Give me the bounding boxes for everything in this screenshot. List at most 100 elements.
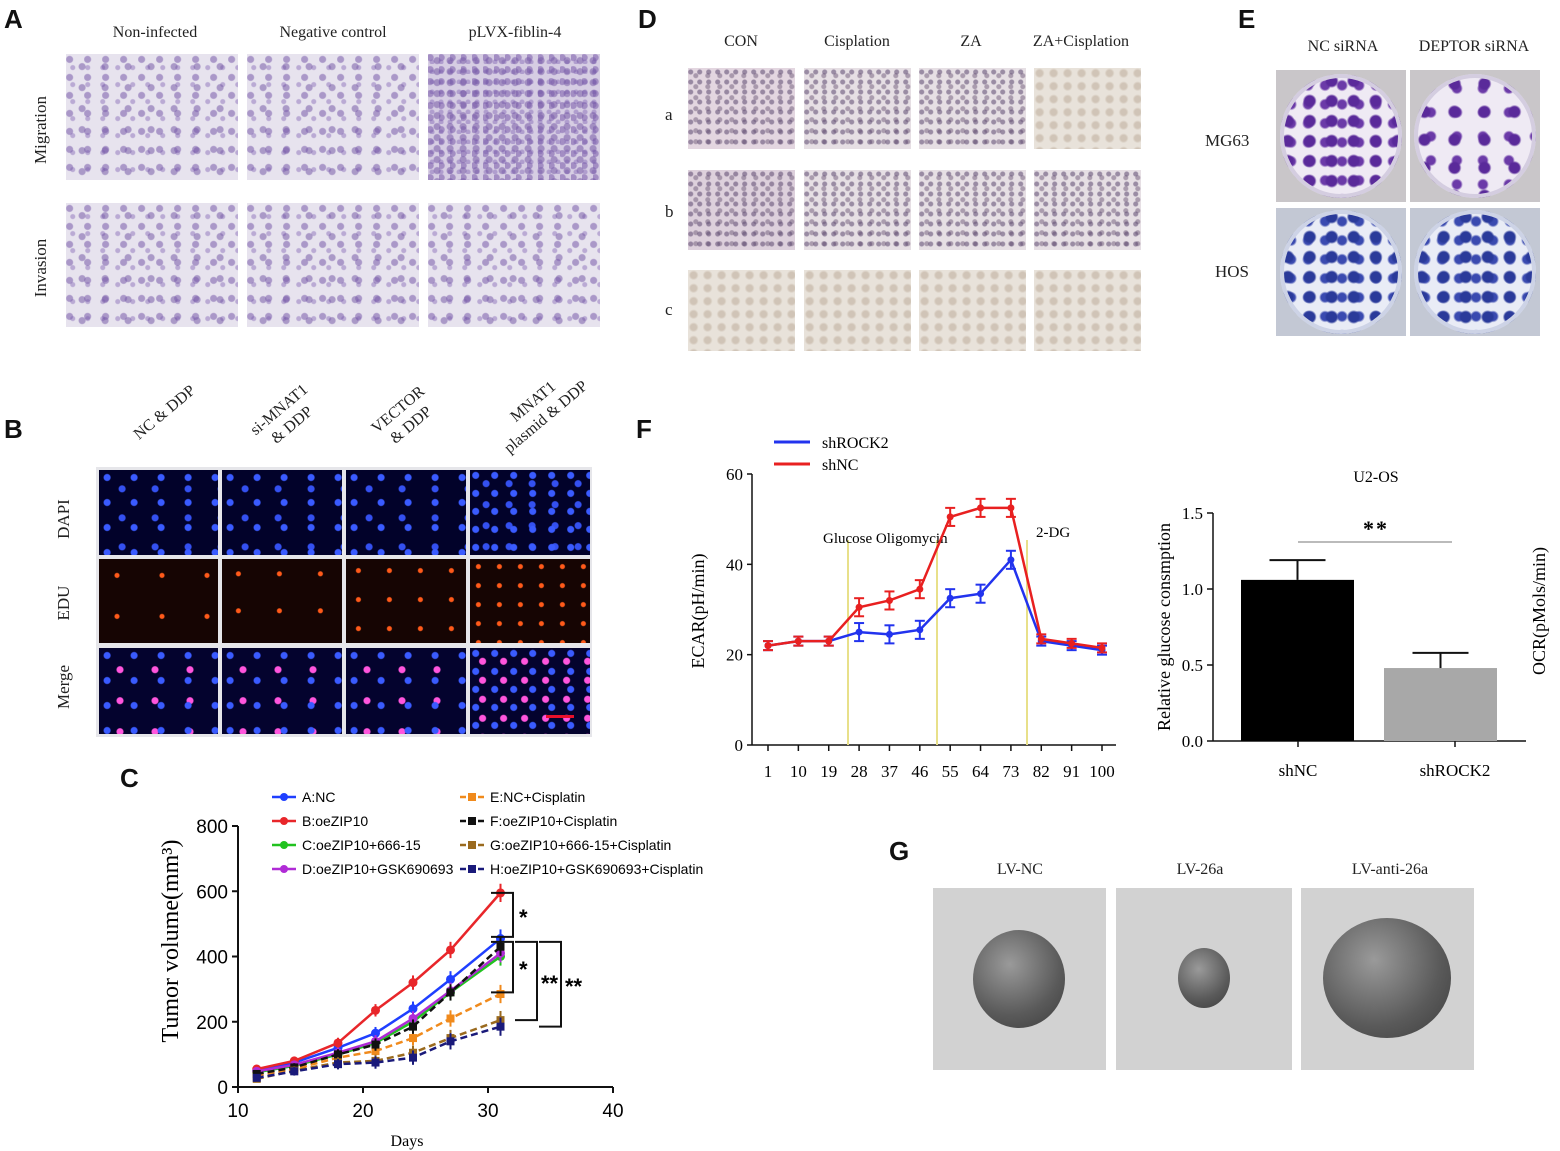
data-point	[1068, 639, 1076, 647]
micrograph	[1034, 170, 1141, 250]
data-point	[446, 1014, 455, 1023]
data-point	[371, 1058, 380, 1067]
legend-marker	[468, 817, 476, 825]
data-point	[371, 1047, 380, 1056]
data-point	[334, 1060, 342, 1069]
legend-label: shROCK2	[822, 435, 889, 452]
fluorescence-image	[99, 559, 218, 643]
fluorescence-image	[346, 470, 466, 555]
legend-label: C:oeZIP10+666-15	[302, 837, 421, 853]
micrograph	[919, 170, 1026, 250]
y-tick-label: 0.0	[1182, 732, 1203, 751]
panel-label-d: D	[638, 4, 657, 34]
panel-label-c: C	[120, 763, 139, 793]
x-tick-label: 91	[1063, 762, 1080, 781]
data-point	[446, 974, 455, 984]
legend-marker	[280, 793, 288, 801]
panel-a-column-header: pLVX-fiblin-4	[468, 24, 562, 41]
data-point	[408, 1013, 418, 1023]
scale-bar	[546, 715, 574, 718]
panel-label-f: F	[636, 414, 652, 444]
panel-d-column-header: CON	[724, 33, 758, 50]
data-point	[408, 1004, 418, 1014]
y-tick-label: 800	[196, 817, 228, 838]
y-axis-label: ECAR(pH/min)	[688, 553, 709, 668]
legend-marker	[468, 865, 476, 873]
data-point	[1007, 504, 1015, 512]
panel-label-a: A	[4, 4, 23, 34]
y-tick-label: 60	[726, 465, 743, 484]
data-point	[977, 504, 985, 512]
fluorescence-image	[470, 470, 590, 555]
micrograph	[247, 54, 419, 180]
data-point	[371, 1005, 380, 1015]
data-point	[764, 642, 772, 650]
data-point	[496, 1022, 505, 1031]
panel-e-row-label: MG63	[1205, 131, 1250, 150]
micrograph	[688, 170, 795, 250]
colony-dish	[1280, 74, 1402, 198]
legend-label: H:oeZIP10+GSK690693+Cisplatin	[490, 861, 703, 877]
micrograph	[428, 54, 600, 180]
annotation: 2-DG	[1036, 525, 1070, 541]
data-point	[371, 1028, 380, 1038]
bar	[1241, 579, 1354, 741]
secondary-y-axis-label: OCR(pMols/min)	[1529, 547, 1550, 675]
legend-label: D:oeZIP10+GSK690693	[302, 861, 454, 877]
data-point	[885, 630, 893, 638]
tumor-photo	[1116, 888, 1292, 1070]
panel-d-column-header: ZA+Cisplation	[1032, 33, 1130, 50]
y-tick-label: 1.0	[1182, 580, 1203, 599]
data-point	[496, 942, 505, 951]
micrograph	[66, 54, 238, 180]
x-tick-label: 55	[942, 762, 959, 781]
bar	[1384, 668, 1497, 741]
legend-marker	[280, 841, 288, 849]
data-point	[946, 513, 954, 521]
x-tick-label: 100	[1089, 762, 1115, 781]
data-point	[446, 1037, 455, 1046]
legend-label: B:oeZIP10	[302, 813, 368, 829]
panel-d-row-label: b	[665, 202, 674, 221]
micrograph	[66, 203, 238, 327]
data-point	[916, 626, 924, 634]
panel-a-column-header: Negative control	[279, 24, 387, 41]
fluorescence-image	[99, 470, 218, 555]
tumor	[973, 930, 1065, 1028]
ecar-line-chart: 0 20 40 60 1 10 19 28 37 46 55 64 73 82 91 100 ECAR(pH/m…	[688, 435, 1116, 781]
x-tick-label: 28	[851, 762, 868, 781]
colony-dish	[1414, 210, 1536, 334]
x-tick-label: shROCK2	[1420, 761, 1491, 780]
panel-d-row-label: a	[665, 105, 673, 124]
x-tick-label: 73	[1002, 762, 1019, 781]
data-point	[496, 990, 505, 999]
data-point	[290, 1067, 299, 1076]
y-tick-label: 1.5	[1182, 504, 1203, 523]
x-tick-label: 20	[352, 1101, 373, 1122]
y-tick-label: 0	[217, 1078, 228, 1099]
x-tick-label: 82	[1033, 762, 1050, 781]
x-tick-label: 1	[764, 762, 773, 781]
data-point	[408, 978, 418, 988]
micrograph	[1034, 270, 1141, 351]
data-point	[946, 594, 954, 602]
x-tick-label: 10	[227, 1101, 248, 1122]
micrograph	[247, 203, 419, 327]
significance-marker: *	[519, 957, 528, 982]
data-point	[333, 1038, 343, 1048]
y-tick-label: 0	[735, 736, 744, 755]
glucose-bar-chart: 0.0 0.5 1.0 1.5 U2-OS Relative glucose consmp…	[1154, 469, 1550, 780]
significance-marker: **	[1363, 516, 1389, 541]
micrograph	[688, 68, 795, 149]
data-point	[855, 603, 863, 611]
panel-g-column-header: LV-anti-26a	[1351, 861, 1429, 878]
fluorescence-image	[346, 648, 466, 734]
data-point	[855, 628, 863, 636]
tumor-photo	[933, 888, 1106, 1070]
panel-label-e: E	[1238, 4, 1256, 34]
panel-d-column-header: ZA	[960, 33, 982, 50]
y-tick-label: 400	[196, 948, 228, 969]
series-line	[767, 506, 1103, 650]
data-point	[1098, 644, 1106, 652]
data-point	[794, 637, 802, 645]
